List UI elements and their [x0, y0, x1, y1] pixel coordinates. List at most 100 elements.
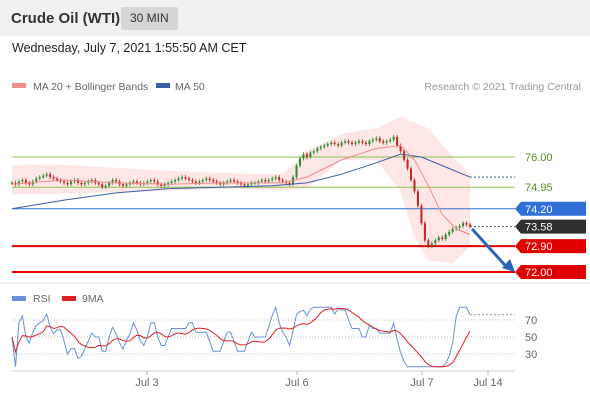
level-label-73.58: 73.58 [525, 222, 553, 234]
candle-body [409, 168, 413, 180]
candle-body [125, 184, 128, 186]
ma50-legend-label: MA 50 [175, 81, 205, 93]
candle-body [465, 223, 468, 225]
candle-body [378, 138, 381, 142]
candle-body [135, 181, 138, 183]
level-tag-73.58 [515, 219, 586, 234]
candle-body [239, 182, 243, 185]
candle-body [455, 227, 458, 229]
rsi-level-label-70: 70 [525, 315, 537, 327]
candle-body [28, 182, 31, 185]
level-label-74.20: 74.20 [525, 204, 553, 216]
candle-body [281, 180, 284, 182]
rsi-line [11, 305, 471, 368]
candle-body [406, 159, 409, 169]
candle-body [233, 180, 236, 182]
candle-body [257, 181, 260, 183]
level-tag-72.00 [515, 265, 586, 279]
candle-body [295, 165, 298, 178]
rsi-ma-legend-swatch [62, 296, 76, 301]
candle-body [403, 151, 406, 160]
candle-body [416, 191, 419, 206]
candle-body [66, 182, 69, 185]
ma20-legend-swatch [12, 83, 26, 88]
candle-body [180, 177, 184, 179]
candle-body [354, 142, 357, 145]
candle-body [83, 182, 86, 185]
candle-body [267, 180, 270, 182]
candle-body [323, 145, 326, 147]
candle-body [45, 174, 48, 176]
candle-body [396, 136, 399, 146]
candle-body [24, 180, 27, 183]
candle-body [364, 142, 367, 145]
candle-body [174, 180, 177, 182]
timeframe-badge[interactable]: 30 MIN [121, 7, 178, 30]
candle-body [163, 184, 166, 186]
candle-body [156, 181, 159, 185]
candle-body [347, 141, 350, 143]
rsi-level-label-30: 30 [525, 349, 537, 361]
candle-body [187, 178, 190, 180]
candle-body [278, 177, 281, 180]
candle-body [80, 182, 83, 185]
forecast-arrow-head [502, 259, 515, 272]
candle-body [212, 180, 215, 182]
level-label-74.95: 74.95 [525, 182, 553, 194]
candle-body [333, 142, 336, 145]
research-credit: Research © 2021 Trading Central [424, 81, 581, 93]
instrument-title: Crude Oil (WTI) [11, 10, 121, 27]
ma50-line [11, 153, 471, 210]
candle-body [63, 181, 66, 183]
rsi-legend-label: RSI [33, 293, 51, 305]
candle-body [264, 180, 267, 182]
candle-body [111, 180, 114, 183]
candle-body [149, 180, 152, 182]
candle-body [441, 237, 444, 239]
candle-body [340, 142, 343, 146]
candle-body [87, 181, 90, 183]
candle-body [392, 136, 395, 140]
candle-body [458, 226, 461, 228]
candle-body [215, 181, 218, 183]
candle-body [312, 151, 315, 153]
candle-body [309, 152, 312, 157]
candle-body [243, 184, 246, 186]
candle-body [198, 181, 201, 183]
rsi-level-label-50: 50 [525, 332, 537, 344]
candle-body [38, 177, 41, 179]
x-tick-label-1: Jul 6 [285, 377, 308, 389]
candle-body [170, 181, 173, 183]
candle-body [371, 139, 374, 142]
level-tag-74.20 [515, 201, 586, 216]
candle-body [344, 141, 347, 143]
candle-body [430, 243, 433, 247]
candle-body [115, 180, 118, 182]
candle-body [250, 182, 253, 185]
candle-body [17, 181, 20, 185]
candle-body [121, 184, 125, 186]
level-tag-72.90 [515, 239, 586, 254]
rsi-ma-legend-label: 9MA [82, 293, 104, 305]
candle-body [288, 182, 291, 185]
level-label-72.90: 72.90 [525, 241, 553, 253]
candle-body [194, 181, 197, 183]
rsi-panel: 70 50 30 [11, 305, 537, 368]
candle-body [427, 240, 430, 247]
candle-body [274, 177, 277, 179]
candle-body [337, 144, 340, 146]
level-label-72.00: 72.00 [525, 267, 553, 279]
candle-body [101, 184, 104, 188]
candle-body [108, 182, 111, 186]
candle-body [219, 182, 222, 185]
candle-body [201, 180, 204, 182]
candle-body [448, 231, 451, 235]
candle-body [35, 178, 38, 182]
candle-body [42, 175, 45, 178]
timestamp: Wednesday, July 7, 2021 1:55:50 AM CET [12, 41, 247, 55]
candle-body [420, 205, 423, 224]
forecast-arrow [470, 227, 510, 270]
candle-body [10, 182, 14, 184]
candle-body [330, 142, 333, 145]
